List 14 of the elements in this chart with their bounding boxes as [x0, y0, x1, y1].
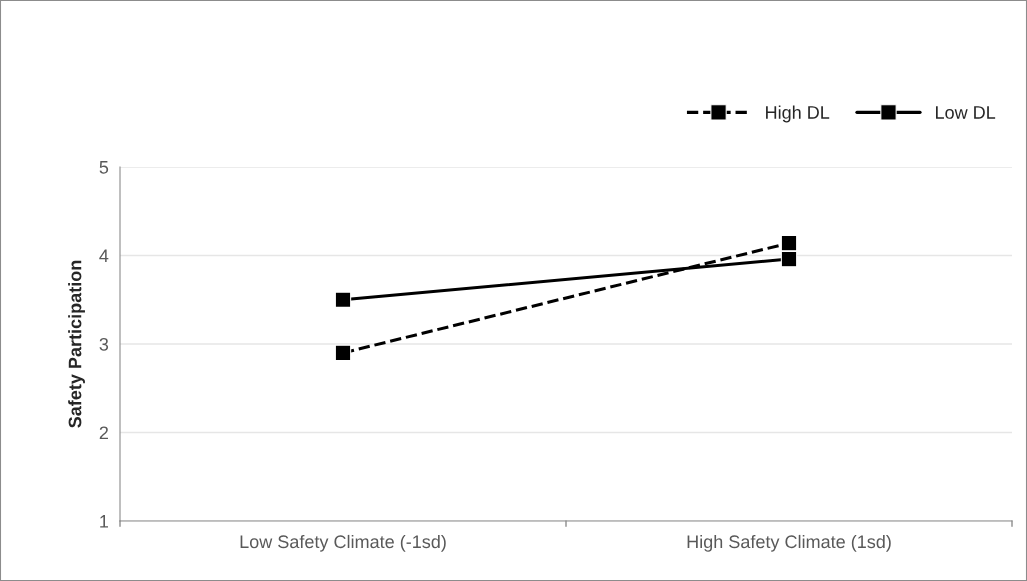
point	[334, 291, 352, 308]
y-axis-title: Safety Participation	[68, 260, 85, 428]
x-tick-label: High Safety Climate (1sd)	[687, 534, 891, 552]
y-tick-label: 5	[99, 161, 109, 174]
legend-label: Low DL	[936, 106, 996, 119]
y-tick-label: 4	[99, 249, 109, 263]
point	[334, 344, 352, 362]
point	[780, 234, 798, 252]
y-tick-label: 1	[100, 515, 109, 528]
point	[780, 250, 798, 268]
y-tick-label: 2	[99, 426, 108, 440]
legend-label: High DL	[766, 105, 830, 123]
y-tick-label: 3	[99, 337, 109, 351]
x-tick-label: Low Safety Climate (-1sd)	[240, 534, 446, 552]
